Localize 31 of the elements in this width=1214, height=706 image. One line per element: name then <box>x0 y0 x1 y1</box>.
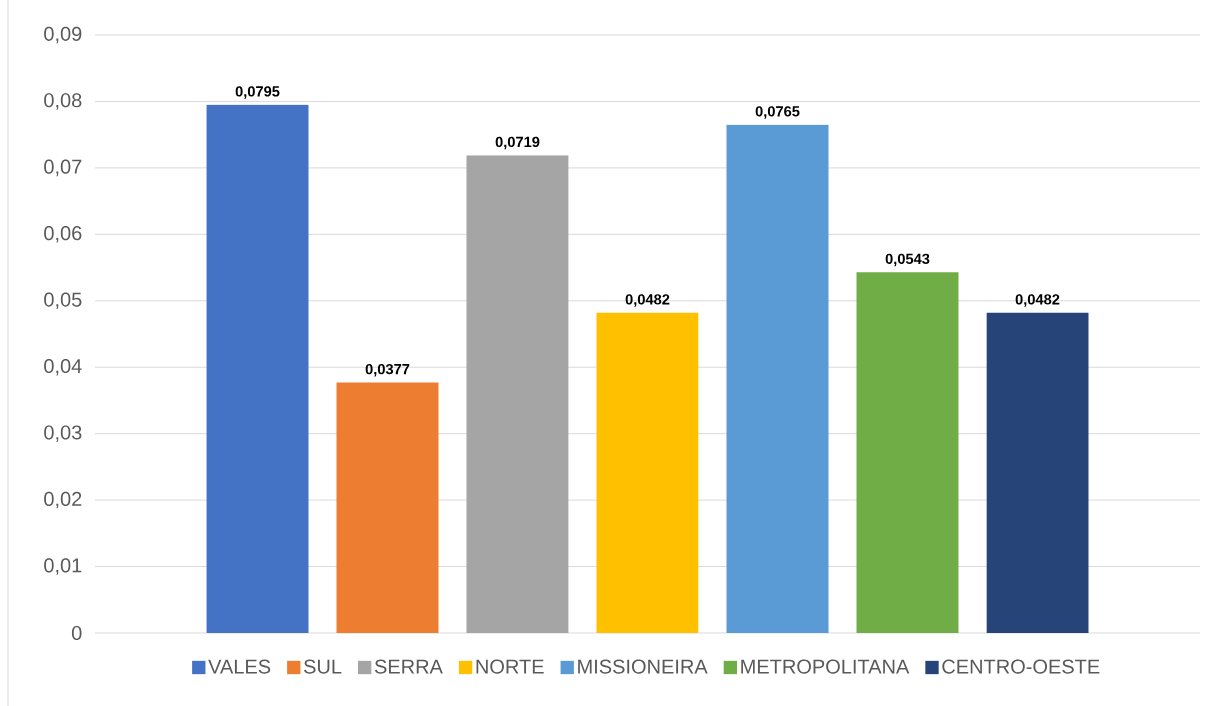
bar <box>726 124 829 633</box>
legend-label: SUL <box>304 659 342 674</box>
y-tick-label: 0 <box>71 625 82 641</box>
legend-label: VALES <box>208 659 271 674</box>
y-tick-label: 0,04 <box>44 358 82 376</box>
y-tick-label: 0,09 <box>44 26 82 44</box>
data-label: 0,0482 <box>625 294 670 307</box>
y-tick-label: 0,07 <box>44 159 82 177</box>
legend-label: MISSIONEIRA <box>578 659 708 674</box>
bar <box>336 382 439 633</box>
bar <box>596 312 699 633</box>
y-tick-label: 0,01 <box>44 558 82 575</box>
data-label: 0,0543 <box>885 253 930 267</box>
y-tick-label: 0,05 <box>44 292 82 310</box>
bar <box>466 155 569 633</box>
legend-label: CENTRO-OESTE <box>942 659 1100 674</box>
bar <box>986 312 1089 633</box>
data-label: 0,0482 <box>1015 294 1060 307</box>
data-label: 0,0795 <box>235 86 280 99</box>
y-tick-label: 0,06 <box>44 226 82 243</box>
y-tick-label: 0,02 <box>44 491 82 509</box>
data-label: 0,0377 <box>365 363 410 377</box>
bar <box>206 104 309 633</box>
data-label: 0,0719 <box>495 136 540 150</box>
legend-label: SERRA <box>374 659 443 674</box>
data-label: 0,0765 <box>755 106 800 119</box>
y-tick-label: 0,03 <box>44 425 82 442</box>
legend-label: METROPOLITANA <box>741 659 910 674</box>
legend-label: NORTE <box>476 659 544 674</box>
bar <box>856 272 959 633</box>
y-tick-label: 0,08 <box>44 93 82 110</box>
